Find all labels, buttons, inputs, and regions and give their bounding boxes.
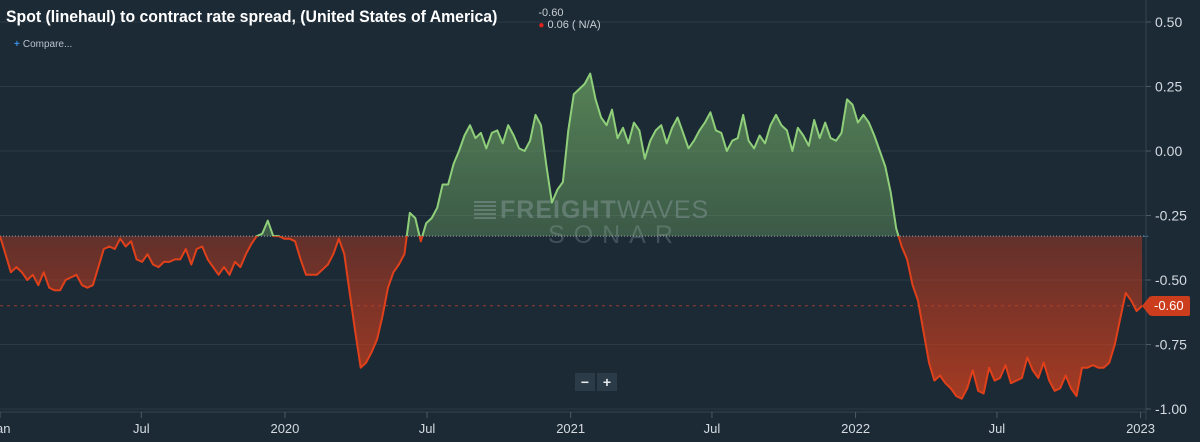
- x-tick-label: Jul: [704, 421, 721, 436]
- compare-label: Compare...: [22, 39, 73, 50]
- x-tick-label: Jul: [133, 421, 150, 436]
- compare-button[interactable]: + Compare...: [14, 39, 72, 50]
- y-tick-label: -0.25: [1155, 208, 1187, 224]
- x-tick-label: Jul: [989, 421, 1006, 436]
- x-tick-label: 2022: [841, 421, 870, 436]
- x-tick-label: 2020: [270, 421, 299, 436]
- series-line-positive: [0, 72, 900, 237]
- zoom-in-button[interactable]: +: [597, 373, 617, 391]
- y-tick-label: 0.00: [1155, 143, 1182, 159]
- y-tick-label: 0.50: [1155, 14, 1182, 30]
- y-tick-label: -0.75: [1155, 337, 1187, 353]
- last-value-badge: -0.60: [1142, 295, 1190, 316]
- change-dot-icon: ●: [538, 20, 545, 31]
- chart-header: Spot (linehaul) to contract rate spread,…: [6, 6, 601, 32]
- x-tick-label: 2023: [1126, 421, 1155, 436]
- series-line: [0, 72, 1143, 400]
- area-fills: [0, 73, 1143, 399]
- title-values: -0.60 ● 0.06 ( N/A): [538, 7, 600, 32]
- chart-title: Spot (linehaul) to contract rate spread,…: [6, 7, 498, 26]
- x-axis: Jan Jul 2020 Jul 2021 Jul 2022 Jul 2023: [0, 411, 1155, 436]
- zoom-controls: − +: [575, 373, 617, 391]
- negative-area-fill: [0, 236, 1143, 399]
- change-text: 0.06 ( N/A): [547, 19, 601, 31]
- y-tick-label: 0.25: [1155, 79, 1182, 95]
- x-tick-label: Jul: [419, 421, 436, 436]
- y-tick-label: -1.00: [1155, 401, 1187, 417]
- positive-area-fill: [0, 73, 1143, 237]
- y-axis: 0.50 0.25 0.00 -0.25 -0.50 -0.75 -1.00: [1145, 0, 1187, 420]
- plus-icon: +: [14, 39, 20, 50]
- last-value-text: -0.60: [538, 7, 564, 19]
- series-line-negative: [0, 236, 1143, 400]
- zoom-out-button[interactable]: −: [575, 373, 595, 391]
- x-tick-label: Jan: [0, 421, 10, 436]
- y-tick-label: -0.50: [1155, 272, 1187, 288]
- x-tick-label: 2021: [556, 421, 585, 436]
